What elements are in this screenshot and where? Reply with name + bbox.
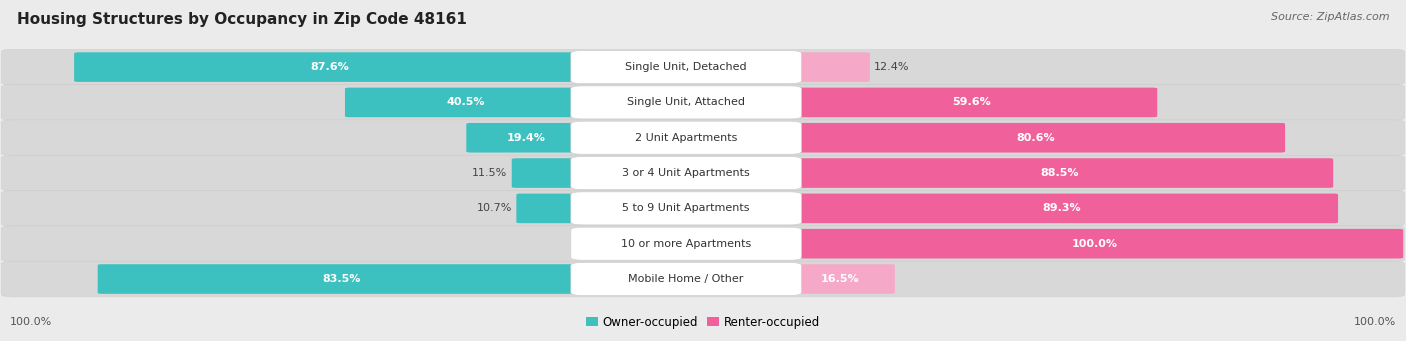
FancyBboxPatch shape [571,86,801,119]
FancyBboxPatch shape [786,88,1157,117]
Bar [7,85,1399,120]
Text: 2 Unit Apartments: 2 Unit Apartments [636,133,737,143]
FancyBboxPatch shape [1,191,1405,226]
Text: 100.0%: 100.0% [10,317,52,327]
FancyBboxPatch shape [467,123,586,152]
Text: Mobile Home / Other: Mobile Home / Other [628,274,744,284]
Text: 3 or 4 Unit Apartments: 3 or 4 Unit Apartments [623,168,749,178]
FancyBboxPatch shape [786,158,1333,188]
Text: 10.7%: 10.7% [477,203,512,213]
FancyBboxPatch shape [571,157,801,190]
Text: Single Unit, Detached: Single Unit, Detached [626,62,747,72]
FancyBboxPatch shape [786,52,870,82]
Text: 12.4%: 12.4% [875,62,910,72]
Text: 40.5%: 40.5% [446,98,485,107]
FancyBboxPatch shape [571,227,801,260]
FancyBboxPatch shape [1,155,1405,191]
FancyBboxPatch shape [786,264,894,294]
Text: 88.5%: 88.5% [1040,168,1078,178]
FancyBboxPatch shape [1,120,1405,155]
Text: 87.6%: 87.6% [311,62,350,72]
FancyBboxPatch shape [512,158,586,188]
FancyBboxPatch shape [571,121,801,154]
FancyBboxPatch shape [1,226,1405,262]
Text: 59.6%: 59.6% [952,98,991,107]
Bar [7,191,1399,226]
FancyBboxPatch shape [344,88,586,117]
FancyBboxPatch shape [571,192,801,225]
FancyBboxPatch shape [786,229,1403,258]
FancyBboxPatch shape [786,123,1285,152]
Text: 83.5%: 83.5% [323,274,361,284]
FancyBboxPatch shape [1,49,1405,85]
Text: Housing Structures by Occupancy in Zip Code 48161: Housing Structures by Occupancy in Zip C… [17,12,467,27]
Text: 11.5%: 11.5% [472,168,508,178]
Text: 16.5%: 16.5% [821,274,859,284]
FancyBboxPatch shape [75,52,586,82]
FancyBboxPatch shape [571,50,801,84]
Bar [7,49,1399,85]
FancyBboxPatch shape [1,261,1405,297]
FancyBboxPatch shape [516,194,586,223]
Text: 89.3%: 89.3% [1043,203,1081,213]
Text: 5 to 9 Unit Apartments: 5 to 9 Unit Apartments [623,203,749,213]
FancyBboxPatch shape [571,263,801,296]
Legend: Owner-occupied, Renter-occupied: Owner-occupied, Renter-occupied [581,311,825,333]
Bar [7,226,1399,261]
FancyBboxPatch shape [1,85,1405,120]
Text: 100.0%: 100.0% [1071,239,1118,249]
Bar [7,261,1399,297]
Text: 100.0%: 100.0% [1354,317,1396,327]
Bar [7,155,1399,191]
Bar [7,120,1399,155]
Text: 80.6%: 80.6% [1017,133,1054,143]
Text: 19.4%: 19.4% [508,133,546,143]
Text: 10 or more Apartments: 10 or more Apartments [621,239,751,249]
Text: Single Unit, Attached: Single Unit, Attached [627,98,745,107]
FancyBboxPatch shape [97,264,586,294]
FancyBboxPatch shape [786,194,1339,223]
Text: Source: ZipAtlas.com: Source: ZipAtlas.com [1271,12,1389,22]
